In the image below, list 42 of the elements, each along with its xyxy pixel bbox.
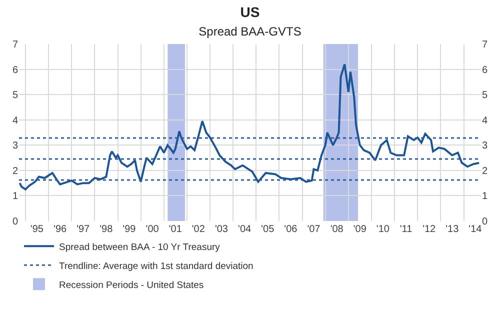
y2-tick-label: 0 [482,216,488,228]
x-tick-label: '99 [122,224,136,235]
y2-tick-label: 7 [482,40,488,50]
chart-title: US [240,4,260,20]
y-tick-label: 5 [12,90,18,102]
y2-tick-label: 1 [482,191,488,202]
x-tick-label: '14 [468,224,482,235]
x-tick-label: '08 [330,224,344,235]
x-tick-label: '00 [146,224,160,235]
legend-label: Spread between BAA - 10 Yr Treasury [59,242,220,253]
x-tick-label: '96 [54,224,67,235]
legend-label: Trendline: Average with 1st standard deviation [59,260,254,272]
x-tick-label: '09 [353,224,367,235]
x-tick-label: '12 [422,224,436,235]
chart-subtitle: Spread BAA-GVTS [198,24,302,38]
y-tick-label: 2 [12,166,18,177]
y2-tick-label: 3 [482,140,488,152]
x-tick-label: '06 [284,224,298,235]
y2-tick-label: 5 [482,90,488,102]
x-tick-label: '13 [446,224,460,235]
x-tick-label: '02 [192,224,206,235]
x-tick-label: '03 [214,224,228,235]
x-tick-label: '05 [261,224,275,235]
x-tick-label: '07 [307,224,321,235]
y-tick-label: 7 [12,40,18,50]
y2-tick-label: 2 [482,166,488,177]
y-tick-label: 6 [12,64,18,76]
y-tick-label: 3 [12,140,18,152]
x-tick-label: '97 [76,224,90,235]
y2-tick-label: 6 [482,64,488,76]
legend-label: Recession Periods - United States [59,280,204,291]
x-tick-label: '01 [168,224,182,235]
x-tick-label: '04 [238,224,252,235]
line-series [19,63,480,190]
y-tick-label: 1 [12,191,18,202]
x-tick-label: '10 [376,224,390,235]
x-tick-label: '95 [30,224,44,235]
y2-tick-label: 4 [482,115,488,126]
x-tick-label: '98 [100,224,114,235]
y-tick-label: 4 [12,115,18,126]
y-tick-label: 0 [12,216,18,228]
x-tick-label: '11 [400,224,413,235]
